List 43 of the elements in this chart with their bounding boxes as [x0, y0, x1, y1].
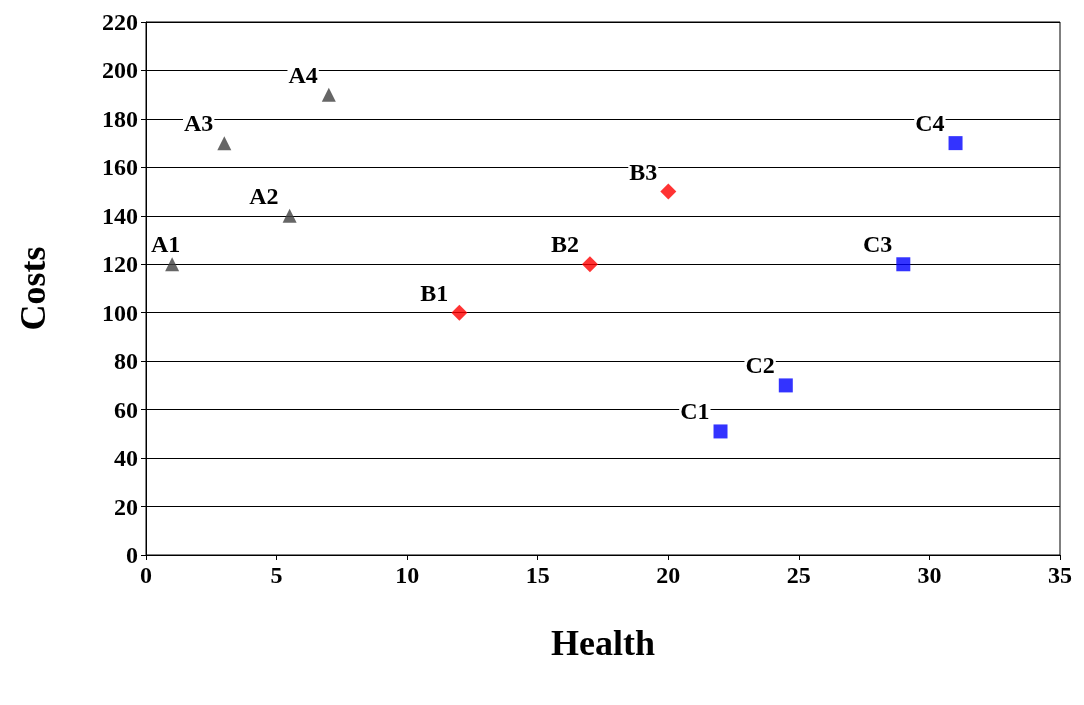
y-tick-label: 100 — [102, 299, 138, 326]
annotation: B2 — [550, 231, 579, 258]
annotation: C1 — [680, 398, 710, 425]
point — [581, 256, 598, 273]
point — [282, 208, 297, 223]
point — [778, 378, 793, 393]
annotation: B1 — [420, 279, 449, 306]
y-tick-label: 140 — [102, 202, 138, 229]
x-tick-label: 35 — [1048, 562, 1072, 588]
y-tick-label: 40 — [114, 445, 138, 472]
y-tick-label: 160 — [102, 154, 138, 181]
annotation: B3 — [629, 158, 658, 185]
x-tick-label: 5 — [270, 562, 283, 588]
annotation: C4 — [915, 110, 945, 137]
x-axis-title: Health — [551, 623, 655, 663]
y-tick-label: 200 — [102, 57, 138, 84]
annotation: A1 — [150, 231, 181, 258]
y-tick-label: 20 — [114, 493, 138, 520]
point — [896, 257, 911, 272]
y-axis-title: Costs — [13, 246, 53, 331]
annotation: A2 — [249, 182, 279, 209]
y-tick-label: 80 — [114, 348, 138, 375]
point — [451, 304, 468, 321]
point — [321, 87, 336, 102]
x-tick-label: 15 — [525, 562, 550, 588]
point — [660, 183, 677, 200]
point — [165, 257, 180, 272]
annotation: C2 — [745, 352, 775, 379]
y-tick-label: 0 — [126, 542, 138, 568]
y-tick-label: 120 — [102, 251, 138, 278]
x-tick-label: 30 — [917, 562, 942, 588]
annotation: C3 — [862, 231, 893, 258]
x-tick-label: 25 — [786, 562, 811, 588]
point — [948, 136, 963, 151]
x-tick-label: 10 — [395, 562, 420, 588]
y-tick-label: 220 — [102, 9, 138, 35]
point — [713, 424, 728, 439]
point — [217, 136, 232, 151]
annotation: A4 — [288, 61, 318, 88]
annotation: A3 — [184, 110, 214, 137]
x-tick-label: 20 — [656, 562, 681, 588]
y-tick-label: 60 — [114, 396, 138, 423]
y-tick-label: 180 — [102, 105, 138, 132]
